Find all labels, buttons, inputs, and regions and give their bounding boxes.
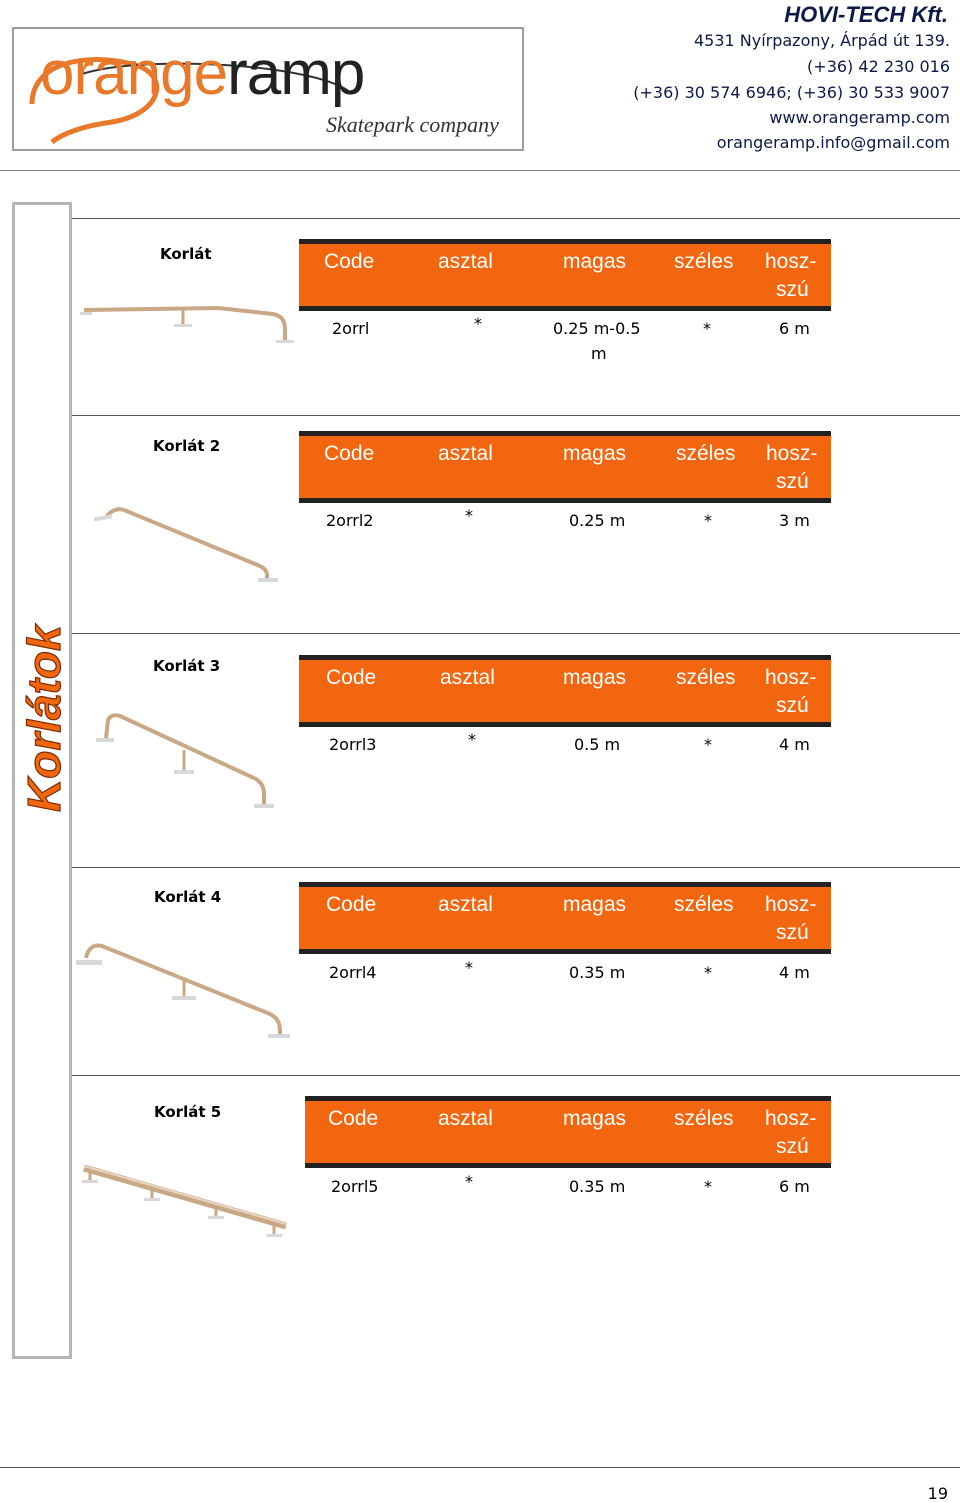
rail-image: [93, 507, 278, 582]
item-name: Korlát 3: [153, 657, 221, 675]
cell-code: 2orrl2: [326, 511, 374, 530]
col-code: Code: [326, 893, 377, 916]
table-header: Code asztal magas széles hosz- szú: [299, 882, 831, 954]
cell-code: 2orrl5: [331, 1177, 379, 1196]
side-band: [12, 202, 72, 1359]
cell-code: 2orrl4: [329, 963, 377, 982]
item-name: Korlát: [160, 245, 212, 263]
company-mobile: (+36) 30 574 6946; (+36) 30 533 9007: [633, 83, 950, 102]
cell-magas: 0.25 m-0.5: [553, 319, 641, 338]
side-title: Korlátok: [22, 622, 70, 812]
company-phone: (+36) 42 230 016: [807, 57, 950, 76]
item-name: Korlát 2: [153, 437, 221, 455]
page-number: 19: [927, 1484, 948, 1503]
logo-wordmark: orangeramp: [40, 39, 365, 108]
cell-szeles: *: [704, 1177, 712, 1196]
cell-asztal: *: [465, 506, 473, 525]
cell-magas-cont: m: [591, 344, 607, 363]
company-address: 4531 Nyírpazony, Árpád út 139.: [693, 31, 950, 50]
col-hossz: hosz-: [765, 893, 817, 916]
table-header: Code asztal magas széles hosz- szú: [299, 239, 831, 311]
col-code: Code: [324, 250, 375, 273]
section-divider: [72, 218, 960, 219]
cell-szeles: *: [704, 963, 712, 982]
col-asztal: asztal: [438, 893, 493, 916]
cell-magas: 0.35 m: [569, 963, 626, 982]
cell-asztal: *: [468, 730, 476, 749]
table-header: Code asztal magas széles hosz- szú: [299, 431, 831, 503]
item-name: Korlát 5: [154, 1103, 222, 1121]
company-name: HOVI-TECH Kft.: [784, 2, 948, 27]
col-magas: magas: [563, 250, 627, 273]
col-asztal: asztal: [438, 442, 493, 465]
col-asztal: asztal: [438, 250, 493, 273]
col-magas: magas: [563, 442, 627, 465]
logo-frame: [12, 27, 524, 151]
company-email[interactable]: orangeramp.info@gmail.com: [716, 133, 950, 152]
svg-text:Korlátok: Korlátok: [22, 623, 70, 812]
col-hossz: hosz-: [765, 1107, 817, 1130]
col-szeles: széles: [676, 442, 736, 465]
col-hossz-cont: szú: [776, 694, 809, 717]
cell-hosszu: 4 m: [779, 735, 810, 754]
col-code: Code: [326, 666, 377, 689]
rail-image: [82, 1164, 287, 1237]
item-name: Korlát 4: [154, 888, 222, 906]
rail-image: [76, 943, 290, 1038]
cell-code: 2orrl: [332, 319, 370, 338]
cell-szeles: *: [704, 735, 712, 754]
cell-asztal: *: [465, 1172, 473, 1191]
cell-hosszu: 6 m: [779, 319, 810, 338]
col-code: Code: [328, 1107, 379, 1130]
col-szeles: széles: [674, 893, 734, 916]
rail-image: [96, 713, 274, 808]
col-szeles: széles: [674, 1107, 734, 1130]
col-hossz: hosz-: [766, 442, 818, 465]
footer-divider: [0, 1467, 960, 1468]
col-hossz-cont: szú: [776, 470, 809, 493]
rail-image: [80, 305, 294, 343]
logo-tagline: Skatepark company: [326, 112, 499, 137]
col-hossz-cont: szú: [776, 278, 809, 301]
cell-szeles: *: [703, 319, 711, 338]
col-hossz-cont: szú: [776, 921, 809, 944]
table-header: Code asztal magas széles hosz- szú: [305, 1096, 831, 1168]
company-website[interactable]: www.orangeramp.com: [769, 108, 950, 127]
col-asztal: asztal: [438, 1107, 493, 1130]
col-szeles: széles: [676, 666, 736, 689]
col-code: Code: [324, 442, 375, 465]
section-divider: [72, 633, 960, 634]
logo-swoosh-icon: [29, 57, 353, 144]
cell-magas: 0.35 m: [569, 1177, 626, 1196]
section-divider: [72, 415, 960, 416]
col-hossz-cont: szú: [776, 1135, 809, 1158]
cell-hosszu: 3 m: [779, 511, 810, 530]
col-asztal: asztal: [440, 666, 495, 689]
cell-magas: 0.5 m: [574, 735, 621, 754]
cell-asztal: *: [474, 314, 482, 333]
section-divider: [72, 867, 960, 868]
cell-hosszu: 6 m: [779, 1177, 810, 1196]
cell-asztal: *: [465, 958, 473, 977]
cell-code: 2orrl3: [329, 735, 377, 754]
col-szeles: széles: [674, 250, 734, 273]
col-magas: magas: [563, 1107, 627, 1130]
header-divider: [0, 170, 960, 171]
section-divider: [72, 1075, 960, 1076]
table-header: Code asztal magas széles hosz- szú: [299, 655, 831, 727]
col-magas: magas: [563, 666, 627, 689]
col-hossz: hosz-: [765, 250, 817, 273]
cell-magas: 0.25 m: [569, 511, 626, 530]
cell-szeles: *: [704, 511, 712, 530]
col-hossz: hosz-: [765, 666, 817, 689]
col-magas: magas: [563, 893, 627, 916]
cell-hosszu: 4 m: [779, 963, 810, 982]
